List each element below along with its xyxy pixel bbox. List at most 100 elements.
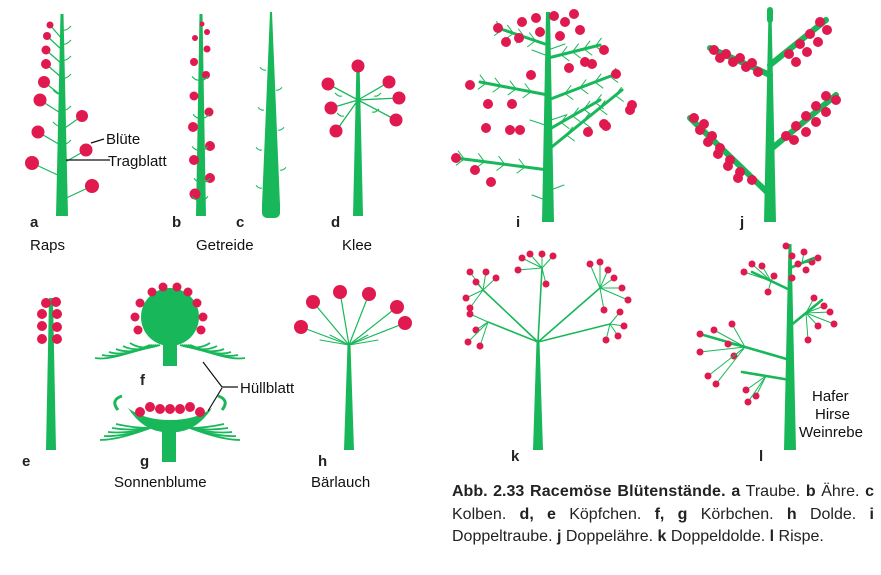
flower [811, 117, 821, 127]
stalk [547, 114, 567, 122]
bract [373, 92, 382, 97]
involucral-bract [189, 344, 246, 360]
main-axis [784, 244, 796, 450]
flower [507, 99, 517, 109]
flower [602, 336, 610, 344]
flower [189, 155, 199, 165]
flower [362, 287, 376, 301]
stalk [564, 85, 572, 94]
panel-b-aehre [188, 14, 215, 216]
flower [795, 39, 805, 49]
stalk [348, 339, 379, 346]
caption-label: Abb. 2.33 [452, 483, 525, 500]
stalk [507, 24, 514, 34]
main-axis [764, 12, 776, 222]
stalk [477, 82, 487, 90]
stalk [599, 287, 605, 311]
flower [172, 282, 182, 292]
panel-letter-f: f [140, 372, 146, 389]
flower [155, 404, 165, 414]
flower [52, 309, 62, 319]
stalk [805, 312, 809, 341]
caption-text-k: Doppeldolde. [670, 528, 766, 545]
caption-text-c: Kolben. [452, 505, 507, 523]
flower [542, 280, 550, 288]
inflorescence-drawings [25, 7, 841, 462]
stalk [546, 43, 602, 60]
flower [390, 300, 404, 314]
flower [189, 188, 201, 200]
annotation-leaders [66, 138, 238, 412]
flower [486, 177, 496, 187]
flower [723, 161, 733, 171]
panel-letter-c: c [236, 214, 244, 231]
spadix [262, 12, 280, 205]
caption-key-i: i [869, 505, 874, 523]
flower [472, 278, 480, 286]
bract [334, 92, 343, 97]
flower [569, 9, 579, 19]
stalk [478, 80, 550, 97]
caption-text-fg: Körbchen. [700, 505, 774, 523]
caption-key-fg: f, g [654, 505, 688, 523]
stalk [583, 40, 591, 50]
caption-key-b: b [805, 483, 816, 500]
main-axis [56, 14, 68, 216]
flower [514, 266, 522, 274]
flower [744, 398, 752, 406]
flower [624, 296, 632, 304]
caption-key-c: c [865, 483, 875, 500]
caption-text-h: Dolde. [809, 505, 857, 523]
stalk [478, 153, 486, 163]
main-axis [353, 62, 363, 216]
bract [191, 196, 201, 201]
flower [794, 260, 802, 268]
stalk [699, 333, 746, 348]
stalk [522, 91, 532, 99]
stalk [566, 134, 575, 142]
bract [193, 178, 203, 183]
stalk [546, 98, 602, 132]
caption-text-a: Traube. [745, 483, 801, 500]
stalk [454, 156, 550, 172]
panel-f-koerbchen [94, 282, 246, 366]
stalk [583, 108, 593, 116]
panel-name-getreide: Getreide [196, 237, 254, 254]
stalk [560, 122, 570, 129]
bract [61, 139, 72, 145]
panel-letter-j: j [739, 214, 744, 231]
panel-letter-k: k [511, 448, 520, 465]
stalk [482, 289, 539, 343]
caption-key-a: a [731, 483, 741, 500]
flower [618, 284, 626, 292]
stalk [571, 115, 581, 123]
flower [564, 63, 574, 73]
stalk [527, 40, 536, 48]
flower [770, 272, 778, 280]
flower [791, 57, 801, 67]
stalk [537, 323, 611, 343]
panel-a-raps [25, 14, 99, 216]
flower [196, 325, 206, 335]
bract [199, 196, 209, 201]
stalk [566, 126, 573, 136]
involucral-bract [189, 427, 241, 441]
flower [740, 268, 748, 276]
flower [514, 33, 524, 43]
stalk [547, 184, 565, 192]
receptacle [141, 288, 199, 346]
stalk [560, 46, 568, 56]
flower [696, 330, 704, 338]
panel-letter-d: d [331, 214, 340, 231]
l-example-hafer: Hafer [812, 388, 849, 405]
flower [610, 274, 618, 282]
flower [389, 113, 403, 127]
flower [703, 137, 713, 147]
panel-k-doppeldolde [462, 250, 632, 450]
flower [515, 125, 525, 135]
flower [198, 312, 208, 322]
flower [199, 21, 205, 27]
flower [813, 37, 823, 47]
flower [689, 113, 699, 123]
stalk [492, 85, 502, 93]
